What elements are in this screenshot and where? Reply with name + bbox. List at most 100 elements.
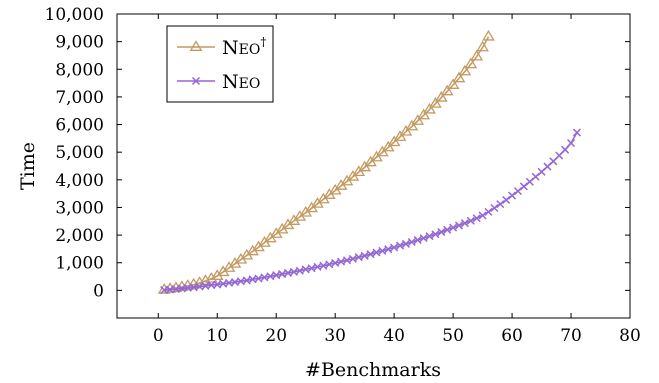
plot-frame [116,13,631,319]
legend-entry-1: NEO [177,71,260,93]
data-point [399,124,413,136]
data-point [337,257,346,266]
x-tick-label: 40 [383,326,405,346]
plot-area [116,13,631,319]
data-point [446,78,460,89]
legend-marker [191,76,201,86]
data-point [425,232,434,241]
data-point [434,90,448,102]
data-point [513,187,522,196]
data-point [372,248,381,257]
data-point [342,256,351,265]
y-tick-label: 5,000 [55,143,104,163]
x-tick-label: 70 [560,326,582,346]
data-point [301,265,310,274]
data-point [484,207,493,216]
y-axis-label: Time [17,142,39,190]
data-point [396,241,405,250]
legend-entry-0: NEO† [177,35,266,59]
data-point [313,262,322,271]
data-point [472,214,481,223]
legend: NEO† NEO [166,25,274,103]
x-tick-label: 60 [501,326,523,346]
data-point [567,139,576,148]
data-point [572,128,581,137]
y-axis: 0 1,000 2,000 3,000 4,000 5,000 6,000 7,000 8,00… [45,5,630,301]
x-tick-label: 0 [153,326,164,346]
data-point [307,264,316,273]
series-layer [157,29,581,295]
data-point [490,203,499,213]
data-point [466,216,475,225]
data-point [454,221,464,230]
y-tick-label: 3,000 [55,198,104,218]
data-point [508,191,517,200]
data-point [458,64,472,76]
data-point [354,253,363,262]
data-point [378,246,387,255]
y-tick-label: 8,000 [55,60,104,80]
data-point [260,273,269,282]
data-point [429,97,442,108]
data-point [452,71,466,83]
series-1 [160,128,581,295]
y-tick-label: 1,000 [55,254,104,274]
data-point [283,268,293,277]
data-point [431,230,440,239]
data-point [242,276,251,285]
y-tick-label: 2,000 [55,226,104,246]
legend-label: NEO† [222,35,266,59]
legend-box [166,25,274,103]
data-point [289,267,298,276]
data-point [411,114,425,125]
y-tick-label: 4,000 [55,171,104,191]
data-point [381,140,395,152]
data-point [254,274,263,283]
data-point [419,234,428,243]
legend-marker [189,40,203,51]
data-point [393,130,407,141]
data-point [478,211,487,220]
data-point [464,57,478,69]
data-point [278,270,287,279]
y-tick-label: 10,000 [45,5,104,25]
x-axis: 0 10 20 30 40 50 60 70 80 [153,14,641,346]
y-tick-label: 7,000 [55,88,104,108]
data-point [390,243,399,252]
data-point [440,84,454,96]
y-tick-label: 9,000 [55,33,104,53]
data-point [443,225,452,234]
x-tick-label: 30 [324,326,346,346]
x-tick-label: 10 [206,326,228,346]
data-point [266,272,275,281]
data-point [502,195,511,205]
data-point [549,157,558,166]
x-axis-label: #Benchmarks [305,359,441,381]
data-point [417,108,430,120]
data-point [204,271,218,283]
data-point [331,258,340,268]
data-point [401,239,410,248]
data-point [482,29,495,41]
x-tick-label: 50 [442,326,464,346]
data-point [437,228,446,237]
data-point [519,182,528,191]
data-point [555,151,564,160]
x-tick-label: 20 [265,326,287,346]
data-point [476,40,489,52]
data-point [360,251,369,260]
data-point [295,266,304,275]
data-point [319,261,328,270]
data-point [561,145,570,154]
data-point [387,135,401,147]
data-point [449,223,458,232]
data-point [413,236,422,245]
y-tick-label: 6,000 [55,116,104,136]
data-point [272,271,281,280]
data-point [460,219,469,228]
data-point [348,254,357,263]
data-point [470,49,484,61]
data-point [325,260,334,269]
data-point [384,245,393,254]
